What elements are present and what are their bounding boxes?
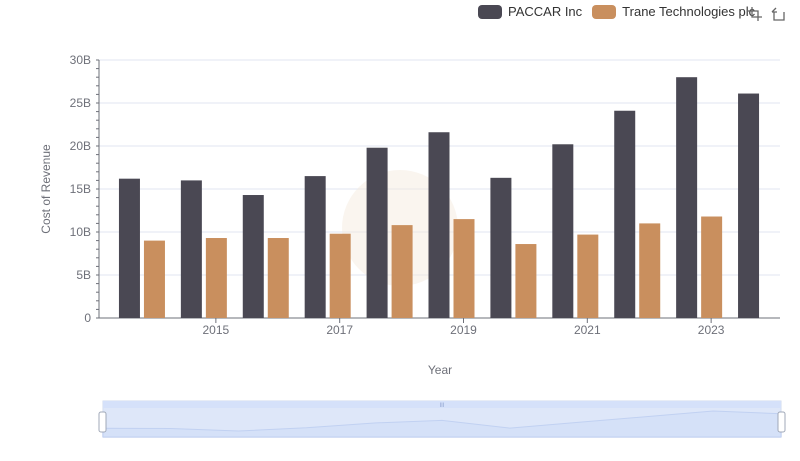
y-axis-title: Cost of Revenue (39, 144, 53, 234)
datazoom-right-handle[interactable] (777, 411, 786, 433)
y-tick-label: 20B (70, 139, 91, 153)
bar-trane-2023[interactable] (701, 216, 723, 318)
y-tick-label: 0 (84, 311, 91, 325)
bar-trane-2021[interactable] (577, 234, 599, 318)
bar-trane-2020[interactable] (515, 244, 537, 318)
bar-trane-2014[interactable] (143, 240, 165, 318)
legend: PACCAR Inc Trane Technologies plc (478, 4, 755, 19)
bar-paccar-2014[interactable] (118, 178, 140, 318)
x-tick-label: 2023 (698, 323, 725, 337)
bar-paccar-2015[interactable] (180, 180, 202, 318)
bar-paccar-2022[interactable] (614, 110, 636, 319)
bar-paccar-2023[interactable] (676, 77, 698, 318)
restore-icon[interactable] (771, 6, 787, 22)
x-tick-label: 2017 (326, 323, 353, 337)
datazoom-slider[interactable]: III (98, 400, 786, 438)
legend-label-paccar: PACCAR Inc (508, 4, 583, 19)
bar-trane-2016[interactable] (267, 238, 289, 318)
legend-swatch-paccar (478, 4, 502, 19)
bar-paccar-2024[interactable] (738, 93, 760, 318)
bar-paccar-2019[interactable] (428, 132, 450, 318)
bar-trane-2018[interactable] (391, 225, 413, 318)
legend-item-trane[interactable]: Trane Technologies plc (592, 4, 755, 19)
x-tick-label: 2021 (574, 323, 601, 337)
legend-swatch-trane (592, 4, 617, 19)
y-tick-label: 15B (70, 182, 91, 196)
legend-label-trane: Trane Technologies plc (622, 4, 756, 19)
legend-item-paccar[interactable]: PACCAR Inc (478, 4, 582, 19)
bar-paccar-2017[interactable] (304, 176, 326, 318)
datazoom-handle-label: III (439, 403, 444, 409)
y-tick-label: 5B (76, 268, 91, 282)
bar-paccar-2021[interactable] (552, 144, 574, 318)
y-tick-label: 10B (70, 225, 91, 239)
bar-trane-2015[interactable] (205, 238, 227, 318)
datazoom-top-bar[interactable] (103, 401, 781, 408)
bar-paccar-2020[interactable] (490, 177, 512, 318)
bar-trane-2022[interactable] (639, 223, 661, 318)
x-axis: 2015 2017 2019 2021 2023 (203, 318, 725, 337)
x-tick-label: 2015 (203, 323, 230, 337)
bar-trane-2017[interactable] (329, 233, 351, 318)
toolbox (747, 6, 787, 22)
bars (118, 77, 760, 319)
zoom-icon[interactable] (747, 6, 763, 22)
y-tick-label: 25B (70, 96, 91, 110)
y-axis: 0 5B 10B 15B 20B 25B 30B (70, 53, 100, 325)
bar-paccar-2016[interactable] (242, 195, 264, 318)
x-tick-label: 2019 (450, 323, 477, 337)
x-axis-title: Year (428, 363, 452, 377)
bar-paccar-2018[interactable] (366, 147, 388, 318)
bar-trane-2019[interactable] (453, 219, 475, 318)
datazoom-left-handle[interactable] (98, 411, 107, 433)
y-tick-label: 30B (70, 53, 91, 67)
